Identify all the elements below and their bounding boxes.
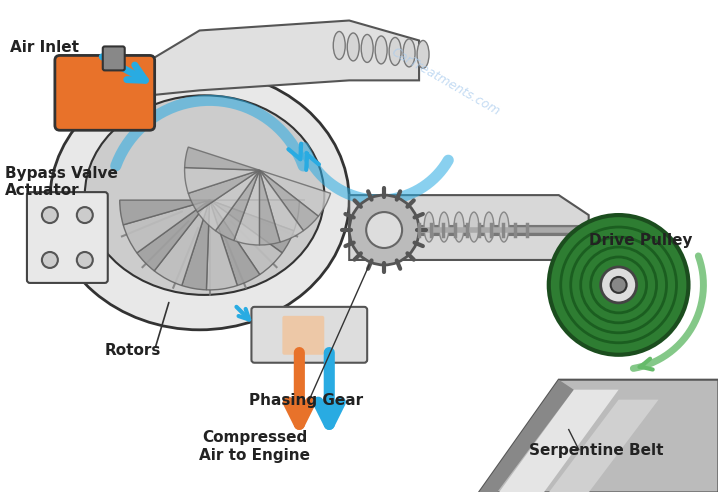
Wedge shape [184,147,259,170]
FancyBboxPatch shape [27,192,108,283]
Wedge shape [259,170,280,245]
Circle shape [549,215,688,355]
Text: Phasing Gear: Phasing Gear [249,392,364,408]
Wedge shape [154,200,210,285]
Wedge shape [215,170,259,241]
Wedge shape [259,170,303,242]
Polygon shape [150,21,419,95]
Ellipse shape [469,212,479,242]
Ellipse shape [333,32,345,60]
Wedge shape [188,170,259,212]
Polygon shape [479,380,574,493]
Ellipse shape [389,37,401,66]
Polygon shape [549,400,659,493]
Ellipse shape [439,212,449,242]
Wedge shape [181,200,210,290]
Ellipse shape [347,33,359,61]
Wedge shape [210,200,282,275]
Polygon shape [499,389,618,493]
Wedge shape [210,200,260,285]
Wedge shape [137,200,210,271]
Text: CarTreatments.com: CarTreatments.com [389,45,503,118]
Wedge shape [120,200,210,225]
Wedge shape [207,200,238,290]
Text: Rotors: Rotors [105,343,161,358]
Text: Drive Pulley: Drive Pulley [589,233,692,248]
Ellipse shape [499,212,509,242]
Wedge shape [259,170,330,216]
Wedge shape [234,170,259,245]
Text: Serpentine Belt: Serpentine Belt [528,443,663,458]
Circle shape [349,195,419,265]
FancyBboxPatch shape [282,316,324,355]
Text: Air Inlet: Air Inlet [10,40,79,55]
Ellipse shape [417,40,429,69]
Ellipse shape [454,212,464,242]
Ellipse shape [85,95,324,295]
Wedge shape [210,200,294,253]
FancyBboxPatch shape [103,46,125,70]
Circle shape [42,252,58,268]
Polygon shape [479,380,719,493]
Circle shape [600,267,636,303]
FancyBboxPatch shape [55,55,155,130]
Polygon shape [349,195,589,260]
Wedge shape [197,170,259,231]
Circle shape [42,207,58,223]
Circle shape [77,252,93,268]
Ellipse shape [484,212,494,242]
Ellipse shape [50,70,349,330]
Ellipse shape [424,212,434,242]
Circle shape [366,212,402,248]
Wedge shape [123,200,210,253]
Text: Compressed
Air to Engine: Compressed Air to Engine [199,430,310,462]
Ellipse shape [361,35,373,63]
FancyBboxPatch shape [251,307,367,363]
Wedge shape [184,168,259,193]
Circle shape [611,277,626,293]
Wedge shape [259,170,318,231]
Text: Bypass Valve
Actuator: Bypass Valve Actuator [5,166,118,198]
Ellipse shape [375,36,387,64]
Wedge shape [210,200,300,231]
Ellipse shape [403,39,415,67]
Circle shape [77,207,93,223]
